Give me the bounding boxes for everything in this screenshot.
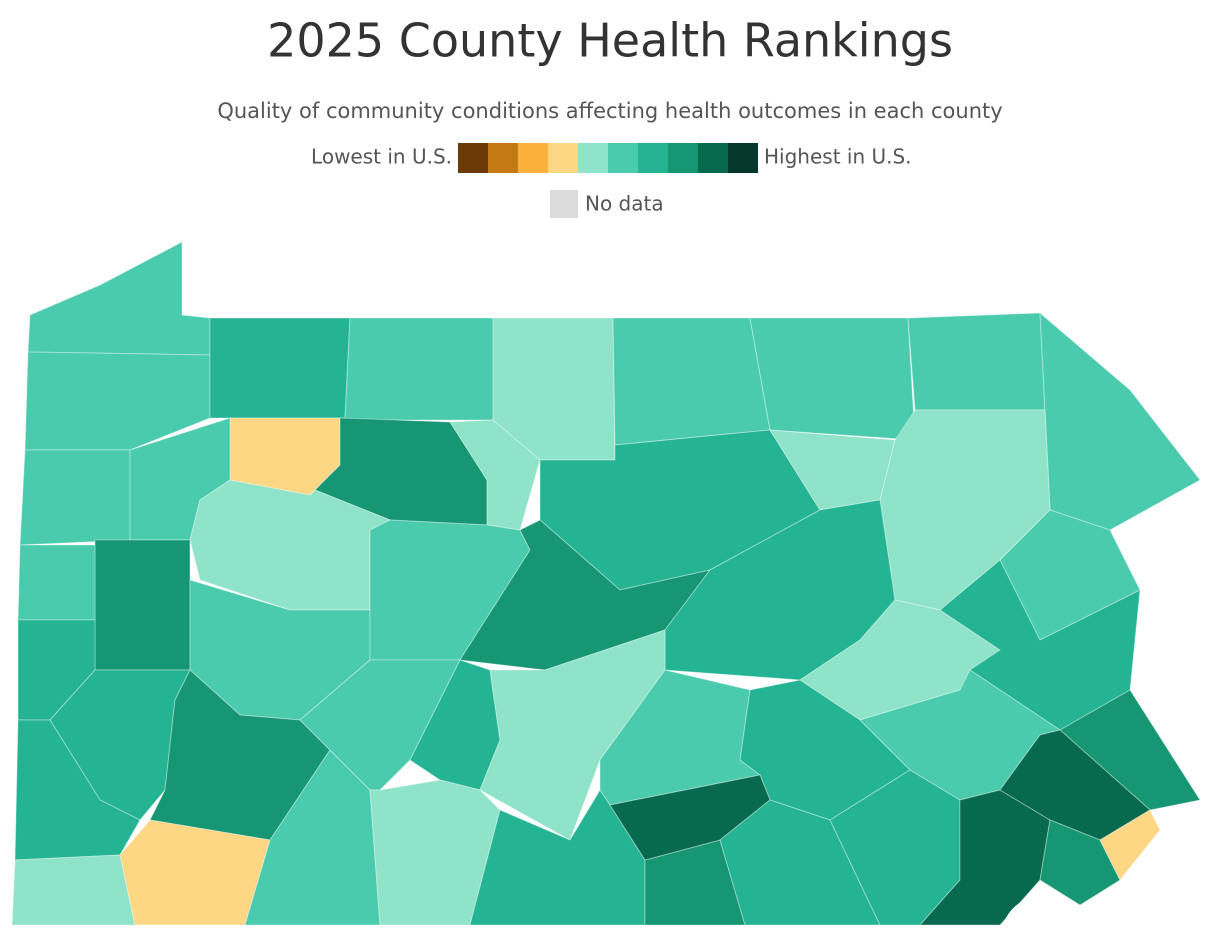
legend-swatch [548,143,578,173]
county [1099,809,1161,881]
legend-swatch [608,143,638,173]
county [94,539,191,671]
legend-swatch [668,143,698,173]
county [612,317,771,446]
legend-swatch [578,143,608,173]
county [907,312,1046,411]
county [27,241,211,356]
legend-swatch [728,143,758,173]
legend-no-data-label: No data [585,192,664,216]
county [11,854,136,926]
pennsylvania-map [11,241,1201,944]
county [24,351,211,451]
legend-swatch [488,143,518,173]
legend-scale [458,143,758,173]
legend-swatch [698,143,728,173]
county [17,544,96,621]
legend-swatch [638,143,668,173]
county [209,317,351,419]
county [369,779,501,926]
legend-high-label: Highest in U.S. [764,145,912,169]
legend-low-label: Lowest in U.S. [311,145,452,169]
subtitle: Quality of community conditions affectin… [217,99,1002,123]
county [749,317,916,441]
map-cutout [1002,897,1078,944]
county [1059,689,1201,811]
title: 2025 County Health Rankings [267,14,953,68]
legend-no-data-swatch [550,190,578,218]
legend-swatch [518,143,548,173]
legend-swatch [458,143,488,173]
county [19,449,131,546]
county [1039,311,1201,531]
county [299,659,461,791]
county [344,317,494,421]
county [918,789,1051,926]
county [1039,819,1121,906]
county [119,819,271,926]
